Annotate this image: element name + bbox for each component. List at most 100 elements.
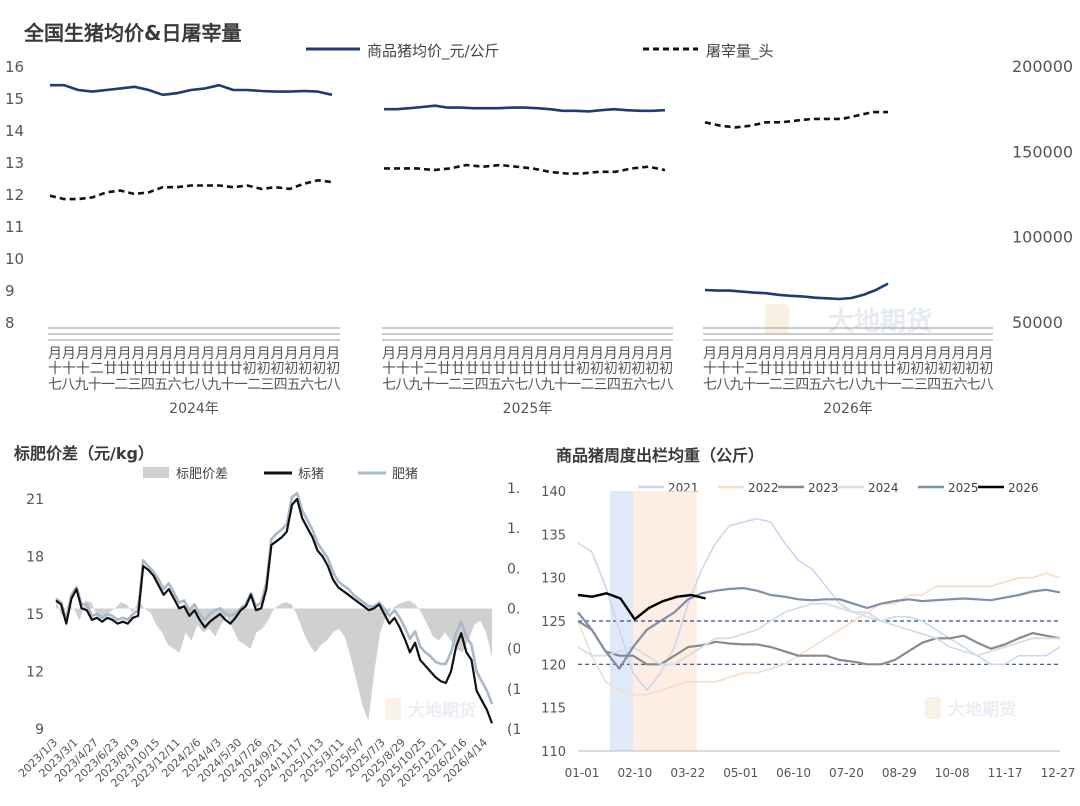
top-series (49, 83, 889, 301)
bl-right-tick: 0.5 (507, 561, 520, 577)
x-tick-line2: 十 (396, 361, 410, 377)
x-tick-line2: 廿 (883, 361, 897, 377)
x-tick-line3: 六 (633, 377, 647, 393)
x-tick-line3: 八 (327, 377, 341, 393)
x-tick-line3: 九 (861, 377, 875, 393)
x-tick-line1: 月 (924, 346, 938, 362)
x-tick-line3: 六 (822, 377, 836, 393)
br-x-tick: 12-27 (1041, 766, 1076, 780)
x-tick-line1: 月 (145, 346, 159, 362)
x-tick-line3: 七 (181, 377, 195, 393)
series-2026-line (577, 592, 706, 621)
x-tick-line3: 九 (541, 377, 555, 393)
x-tick-line3: 八 (660, 377, 674, 393)
top-left-tick: 9 (5, 282, 15, 300)
x-tick-line2: 廿 (534, 361, 548, 377)
x-tick-line2: 十 (703, 361, 717, 377)
bl-axes: 2118151291.51.00.50.0(0.5)(1.0)(1.5)2023… (16, 481, 520, 790)
x-tick-line1: 月 (229, 346, 243, 362)
x-tick-line3: 四 (141, 377, 155, 393)
br-axes: 140 135 130 125 120 115 110 01-01 02-10 03-22 05-0… (541, 485, 1075, 780)
br-y-tick: 135 (541, 528, 566, 543)
x-tick-line2: 廿 (229, 361, 243, 377)
bl-legend: 标肥价差 标猪 肥猪 (143, 467, 418, 482)
top-chart-title: 全国生猪均价&日屠宰量 (23, 21, 241, 45)
bottom-left-chart: 标肥价差（元/kg） 标肥价差 标猪 肥猪 21 18 15 12 9 1.5 1.0 0.5… (13, 444, 520, 790)
x-tick-line3: 八 (61, 377, 75, 393)
br-x-tick: 03-22 (670, 766, 705, 780)
bl-right-tick: (0.5) (507, 642, 520, 658)
x-tick-line2: 初 (910, 360, 924, 377)
x-tick-line1: 月 (938, 346, 952, 362)
x-tick-line1: 月 (62, 346, 76, 362)
x-tick-line3: 二 (448, 377, 462, 393)
x-tick-line2: 廿 (104, 361, 118, 377)
legend-standard-label: 标猪 (298, 467, 324, 482)
x-tick-line3: 一 (234, 377, 248, 393)
x-tick-line2: 初 (952, 360, 966, 377)
x-tick-line2: 十 (731, 361, 745, 377)
x-tick-line2: 廿 (145, 361, 159, 377)
x-tick-line1: 月 (869, 346, 883, 362)
top-left-tick: 14 (5, 122, 24, 140)
legend-spread-swatch (143, 467, 169, 478)
x-tick-line3: 二 (580, 377, 594, 393)
x-tick-line3: 一 (435, 377, 449, 393)
top-right-tick: 50000 (1012, 313, 1063, 332)
x-tick-line3: 六 (501, 377, 515, 393)
x-tick-line2: 初 (326, 360, 340, 377)
x-tick-line3: 三 (128, 377, 142, 393)
br-x-tick: 07-20 (829, 766, 864, 780)
year-label: 2025年 (503, 401, 553, 417)
x-tick-line2: 廿 (772, 361, 786, 377)
x-tick-line3: 八 (395, 377, 409, 393)
x-tick-line2: 廿 (215, 361, 229, 377)
x-tick-line2: 十 (717, 361, 731, 377)
price-line-panel-3 (704, 282, 889, 301)
x-tick-line2: 初 (938, 360, 952, 377)
br-legend: 2021 2022 2023 2024 2025 2026 (638, 481, 1039, 495)
x-tick-line3: 五 (154, 377, 168, 393)
x-tick-line1: 月 (507, 346, 521, 362)
watermark-logo-2: 大地期货 (385, 698, 476, 721)
legend-2022-label: 2022 (748, 481, 779, 495)
slaughter-line-panel-3 (704, 110, 888, 129)
x-tick-line3: 七 (313, 377, 327, 393)
x-tick-line2: 初 (590, 360, 604, 377)
x-tick-line3: 三 (594, 377, 608, 393)
x-tick-line1: 月 (284, 346, 298, 362)
x-tick-line1: 月 (201, 346, 215, 362)
x-tick-line3: 二 (114, 377, 128, 393)
x-tick-line1: 月 (744, 346, 758, 362)
x-tick-line2: 廿 (813, 361, 827, 377)
svg-text:大地期货: 大地期货 (948, 699, 1016, 720)
x-tick-line1: 月 (396, 346, 410, 362)
br-y-tick: 115 (541, 702, 566, 717)
x-tick-line1: 月 (604, 346, 618, 362)
x-tick-line3: 五 (287, 377, 301, 393)
x-tick-line3: 五 (940, 377, 954, 393)
x-tick-line3: 九 (408, 377, 422, 393)
x-tick-line2: 廿 (479, 361, 493, 377)
x-tick-line2: 二 (90, 361, 104, 377)
x-tick-line3: 二 (769, 377, 783, 393)
x-tick-line3: 五 (808, 377, 822, 393)
x-tick-line1: 月 (965, 346, 979, 362)
x-tick-line1: 月 (479, 346, 493, 362)
top-right-axis: 200000 150000 100000 50000 (1012, 57, 1073, 332)
x-tick-line2: 初 (284, 360, 298, 377)
x-tick-line3: 二 (247, 377, 261, 393)
x-tick-line1: 月 (48, 346, 62, 362)
x-tick-line1: 月 (76, 346, 90, 362)
price-line-panel-2 (384, 104, 666, 113)
x-tick-line1: 月 (118, 346, 132, 362)
bl-left-tick: 9 (35, 722, 44, 738)
x-tick-line2: 廿 (187, 361, 201, 377)
top-left-tick: 11 (5, 218, 24, 236)
series-2023-line (577, 620, 1061, 666)
x-tick-line2: 廿 (465, 361, 479, 377)
x-tick-line3: 六 (167, 377, 181, 393)
x-tick-line1: 月 (562, 346, 576, 362)
x-tick-line3: 一 (101, 377, 115, 393)
top-left-axis: 16 15 14 13 12 11 10 9 8 (5, 58, 24, 332)
